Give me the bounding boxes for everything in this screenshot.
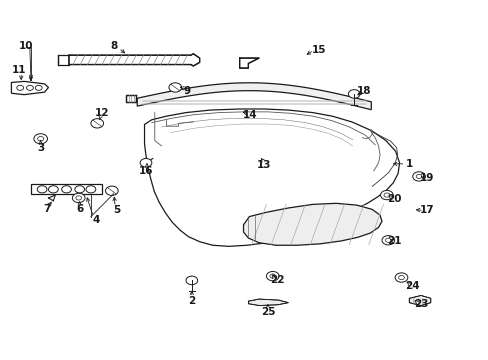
Polygon shape (137, 83, 370, 110)
Text: 17: 17 (419, 206, 434, 216)
Circle shape (394, 273, 407, 282)
Text: 4: 4 (92, 215, 99, 225)
Text: 21: 21 (386, 236, 401, 246)
Polygon shape (11, 81, 48, 95)
Circle shape (91, 119, 103, 128)
Circle shape (266, 271, 279, 281)
Circle shape (34, 134, 47, 144)
Text: 18: 18 (356, 86, 370, 96)
Text: 8: 8 (110, 41, 117, 50)
Polygon shape (31, 184, 102, 194)
Polygon shape (144, 109, 399, 246)
Text: 1: 1 (405, 159, 412, 169)
Text: 22: 22 (270, 275, 285, 285)
Text: 25: 25 (260, 307, 275, 317)
Text: 2: 2 (188, 296, 195, 306)
Text: 5: 5 (113, 206, 120, 216)
Circle shape (140, 158, 152, 167)
Text: 15: 15 (311, 45, 325, 55)
Text: 13: 13 (256, 160, 271, 170)
Text: 7: 7 (43, 204, 51, 215)
Polygon shape (69, 54, 199, 66)
Text: 12: 12 (95, 108, 109, 118)
Circle shape (72, 193, 85, 203)
Polygon shape (126, 95, 136, 102)
Text: 23: 23 (413, 299, 427, 309)
Polygon shape (243, 203, 381, 245)
Circle shape (185, 276, 197, 285)
Text: 10: 10 (19, 41, 33, 50)
Text: 20: 20 (386, 194, 401, 204)
Polygon shape (408, 296, 430, 306)
Text: 9: 9 (183, 86, 190, 96)
Circle shape (380, 190, 392, 200)
Polygon shape (248, 299, 288, 306)
Text: 3: 3 (37, 143, 44, 153)
Text: 6: 6 (76, 204, 83, 215)
Circle shape (168, 83, 181, 92)
Circle shape (412, 172, 425, 181)
Text: 11: 11 (12, 64, 26, 75)
Text: 24: 24 (405, 281, 419, 291)
Text: 16: 16 (139, 166, 153, 176)
Text: 19: 19 (419, 173, 434, 183)
Text: 14: 14 (243, 110, 257, 120)
Polygon shape (239, 58, 259, 68)
Circle shape (105, 186, 118, 195)
Circle shape (347, 90, 359, 98)
Circle shape (381, 235, 394, 245)
